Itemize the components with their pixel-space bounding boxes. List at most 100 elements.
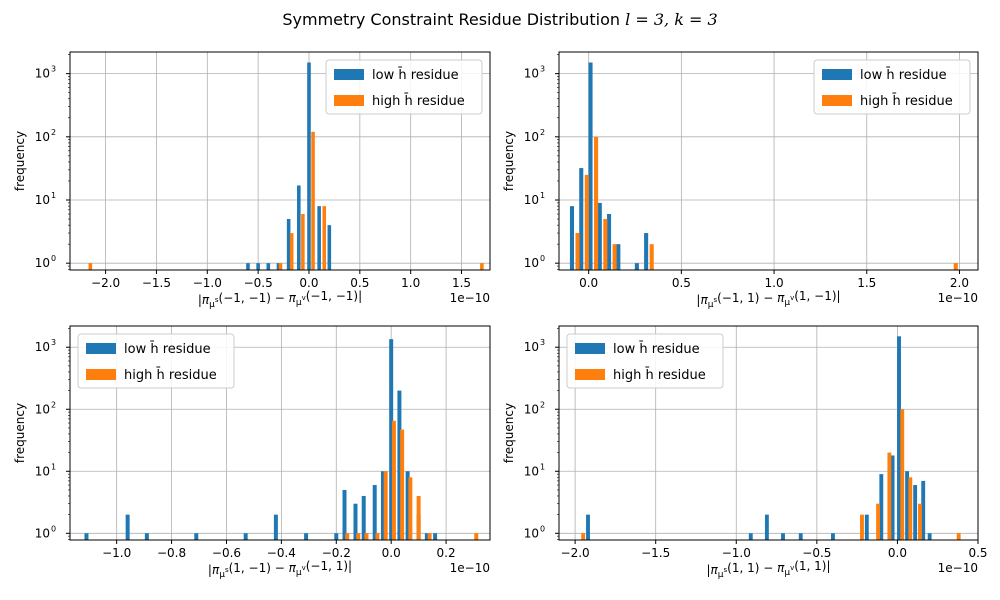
- axes-frame: [69, 51, 491, 271]
- x-tick-label: 0.2: [437, 546, 456, 560]
- y-tick-label: 10: [35, 340, 50, 354]
- y-tick-exponent: 1: [51, 462, 56, 471]
- y-tick-label: 10: [35, 256, 50, 270]
- x-tick-label: 0.0: [382, 546, 401, 560]
- bar-low: [433, 533, 438, 540]
- x-offset-label: 1e−10: [450, 561, 490, 575]
- bar-low: [634, 263, 639, 270]
- bar-low: [864, 514, 869, 540]
- bar-low: [286, 219, 291, 270]
- x-tick-label: 1.0: [401, 276, 420, 290]
- bar-high: [876, 503, 881, 540]
- bar-low: [798, 533, 803, 540]
- bar-low: [84, 533, 89, 540]
- bar-high: [581, 533, 586, 540]
- bar-low: [380, 471, 385, 540]
- legend-label-high: high h̄ residue: [372, 94, 465, 109]
- x-tick-label: −1.0: [722, 546, 751, 560]
- bar-high: [584, 174, 589, 270]
- y-tick-exponent: 0: [51, 524, 56, 533]
- y-tick-label: 10: [35, 193, 50, 207]
- bar-high: [612, 244, 617, 270]
- legend-box: [813, 59, 971, 115]
- bar-high: [887, 452, 892, 540]
- bar-low: [372, 485, 377, 540]
- bar-high: [603, 219, 608, 270]
- legend: low h̄ residue high h̄ residue: [566, 333, 724, 389]
- legend-label-high: high h̄ residue: [124, 368, 217, 383]
- x-tick-label: 1.5: [452, 276, 471, 290]
- bar-high: [953, 263, 958, 270]
- legend-swatch-low: [86, 343, 116, 354]
- bar-low: [397, 390, 402, 540]
- y-tick-label: 10: [35, 130, 50, 144]
- bar-low: [297, 185, 301, 270]
- x-tick-label: −2.0: [91, 276, 120, 290]
- figure-title-text: Symmetry Constraint Residue Distribution: [282, 10, 621, 29]
- y-tick-label: 10: [35, 67, 50, 81]
- y-tick-label: 10: [524, 193, 539, 207]
- y-tick-exponent: 2: [540, 128, 545, 137]
- bar-low: [424, 533, 429, 540]
- bar-high: [480, 263, 484, 270]
- bar-high: [908, 477, 913, 540]
- bar-high: [88, 263, 93, 270]
- y-tick-label: 10: [524, 67, 539, 81]
- y-tick-exponent: 3: [51, 65, 56, 74]
- bar-high: [594, 136, 599, 270]
- y-tick-label: 10: [35, 464, 50, 478]
- x-axis-label: |πμs(−1, −1) − πμv(−1, −1)|: [198, 289, 362, 310]
- y-tick-exponent: 1: [540, 191, 545, 200]
- bar-low: [317, 206, 321, 270]
- legend: low h̄ residue high h̄ residue: [77, 333, 235, 389]
- bar-low: [144, 533, 149, 540]
- y-tick-exponent: 2: [540, 400, 545, 409]
- x-tick-label: 0.0: [888, 546, 907, 560]
- x-axis-label: |πμs(−1, 1) − πμv(1, −1)|: [696, 289, 840, 310]
- legend: low h̄ residue high h̄ residue: [325, 59, 483, 115]
- y-tick-label: 10: [524, 526, 539, 540]
- x-tick-label: 0.5: [350, 276, 369, 290]
- bar-low: [266, 263, 271, 270]
- bar-high: [427, 533, 432, 540]
- bar-high: [860, 514, 864, 540]
- x-tick-label: −0.5: [802, 546, 831, 560]
- y-axis-label: frequency: [502, 131, 516, 191]
- bar-high: [383, 471, 388, 540]
- bar-low: [389, 339, 394, 540]
- bar-high: [301, 214, 305, 270]
- bar-high: [356, 533, 361, 540]
- legend-swatch-high: [822, 95, 852, 106]
- legend-swatch-low: [575, 343, 605, 354]
- figure-title-math: l = 3, k = 3: [625, 10, 718, 29]
- bar-low: [353, 503, 358, 540]
- x-tick-label: 1.0: [765, 276, 784, 290]
- x-tick-label: −0.2: [322, 546, 351, 560]
- legend-label-low: low h̄ residue: [124, 342, 211, 357]
- bar-low: [781, 533, 785, 540]
- y-tick-exponent: 2: [51, 400, 56, 409]
- bar-low: [644, 233, 649, 270]
- legend-box: [77, 333, 235, 389]
- bar-low: [361, 495, 366, 540]
- bar-high: [345, 533, 350, 540]
- legend-label-low: low h̄ residue: [372, 68, 459, 83]
- y-axis-label: frequency: [502, 403, 516, 463]
- y-tick-exponent: 0: [51, 254, 56, 263]
- bar-low: [616, 244, 621, 270]
- bar-low: [831, 533, 835, 540]
- legend: low h̄ residue high h̄ residue: [813, 59, 971, 115]
- bar-low: [764, 514, 769, 540]
- bar-high: [918, 503, 922, 540]
- x-tick-label: 0.5: [672, 276, 691, 290]
- y-tick-label: 10: [524, 402, 539, 416]
- bar-low: [588, 62, 593, 270]
- legend-swatch-high: [86, 369, 116, 380]
- y-tick-label: 10: [35, 526, 50, 540]
- bar-low: [405, 471, 410, 540]
- axes-frame: [558, 325, 979, 541]
- y-tick-exponent: 1: [51, 191, 56, 200]
- bar-low: [334, 533, 339, 540]
- legend-swatch-high: [575, 369, 605, 380]
